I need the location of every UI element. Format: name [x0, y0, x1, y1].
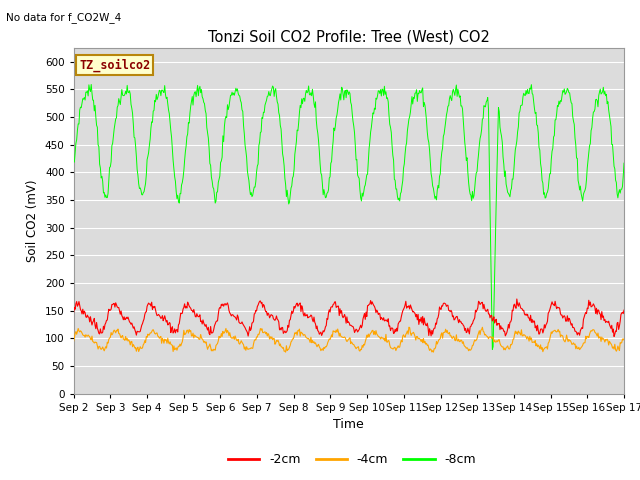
Title: Tonzi Soil CO2 Profile: Tree (West) CO2: Tonzi Soil CO2 Profile: Tree (West) CO2	[208, 29, 490, 44]
Legend: -2cm, -4cm, -8cm: -2cm, -4cm, -8cm	[223, 448, 481, 471]
Text: No data for f_CO2W_4: No data for f_CO2W_4	[6, 12, 122, 23]
Text: TZ_soilco2: TZ_soilco2	[79, 59, 150, 72]
X-axis label: Time: Time	[333, 418, 364, 431]
Y-axis label: Soil CO2 (mV): Soil CO2 (mV)	[26, 180, 39, 262]
